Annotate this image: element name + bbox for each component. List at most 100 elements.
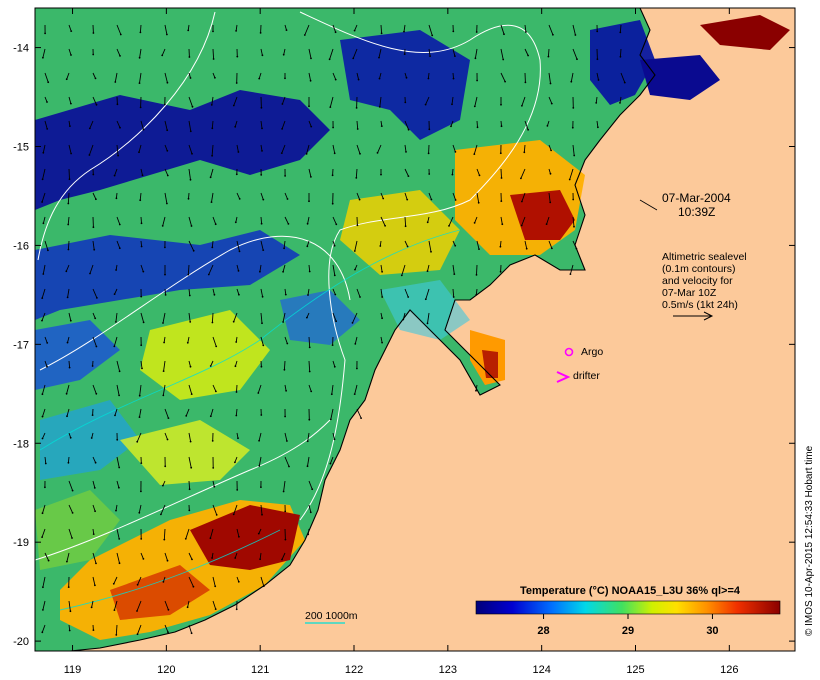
velocity-arrow-head bbox=[139, 106, 142, 109]
velocity-arrow bbox=[259, 552, 262, 560]
velocity-arrow-head bbox=[235, 608, 238, 611]
velocity-arrow-head bbox=[310, 125, 313, 128]
velocity-arrow bbox=[68, 600, 71, 612]
velocity-arrow-head bbox=[331, 202, 334, 205]
velocity-arrow bbox=[211, 240, 214, 248]
velocity-arrow-head bbox=[118, 370, 121, 373]
velocity-arrow bbox=[161, 48, 166, 56]
velocity-arrow-head bbox=[115, 197, 118, 200]
velocity-arrow bbox=[547, 48, 550, 57]
velocity-arrow-head bbox=[41, 178, 44, 181]
velocity-arrow-head bbox=[140, 245, 143, 248]
velocity-arrow-head bbox=[281, 103, 284, 105]
velocity-arrow-head bbox=[232, 513, 235, 516]
velocity-arrow-head bbox=[189, 440, 192, 443]
lat-tick-label: -15 bbox=[13, 141, 29, 153]
velocity-arrow-head bbox=[260, 174, 263, 176]
velocity-arrow bbox=[187, 600, 190, 608]
velocity-arrow-head bbox=[333, 438, 336, 441]
velocity-arrow-head bbox=[262, 344, 265, 347]
velocity-arrow-head bbox=[235, 173, 238, 176]
velocity-arrow bbox=[572, 144, 575, 156]
velocity-arrow bbox=[283, 360, 286, 370]
velocity-arrow bbox=[44, 456, 47, 464]
velocity-arrow bbox=[92, 192, 97, 200]
velocity-arrow-head bbox=[596, 30, 599, 33]
velocity-arrow bbox=[42, 216, 46, 224]
velocity-arrow bbox=[308, 336, 311, 348]
velocity-arrow bbox=[188, 432, 192, 442]
time-label: 10:39Z bbox=[678, 205, 715, 219]
velocity-arrow-head bbox=[502, 58, 505, 61]
velocity-arrow-head bbox=[309, 79, 312, 82]
velocity-arrow bbox=[257, 384, 262, 394]
velocity-arrow-head bbox=[41, 536, 43, 538]
velocity-arrow-head bbox=[451, 173, 454, 176]
velocity-arrow-head bbox=[453, 273, 456, 275]
velocity-arrow bbox=[188, 360, 191, 367]
velocity-arrow-head bbox=[136, 440, 139, 443]
velocity-arrow bbox=[356, 408, 362, 419]
velocity-arrow-head bbox=[235, 341, 238, 343]
velocity-arrow bbox=[380, 288, 383, 298]
velocity-arrow-head bbox=[162, 394, 165, 397]
velocity-arrow-head bbox=[47, 559, 50, 562]
velocity-arrow-head bbox=[261, 295, 264, 298]
velocity-arrow bbox=[67, 336, 70, 343]
velocity-arrow-head bbox=[94, 584, 96, 587]
velocity-arrow bbox=[329, 96, 334, 108]
velocity-arrow-head bbox=[287, 223, 290, 225]
velocity-arrow-head bbox=[284, 293, 287, 296]
velocity-arrow-head bbox=[187, 29, 190, 32]
velocity-arrow-head bbox=[44, 32, 46, 35]
velocity-arrow bbox=[164, 144, 168, 151]
velocity-arrow-head bbox=[547, 55, 550, 58]
lat-tick-label: -20 bbox=[13, 636, 29, 648]
velocity-arrow-head bbox=[574, 34, 577, 36]
velocity-arrow-head bbox=[67, 248, 70, 251]
velocity-arrow bbox=[140, 216, 142, 224]
velocity-arrow-head bbox=[305, 153, 308, 155]
velocity-arrow bbox=[330, 408, 334, 420]
velocity-arrow bbox=[212, 288, 215, 295]
velocity-arrow bbox=[404, 288, 409, 298]
velocity-arrow bbox=[332, 72, 337, 80]
velocity-arrow-head bbox=[44, 486, 46, 489]
velocity-arrow bbox=[236, 144, 239, 153]
velocity-arrow-head bbox=[572, 198, 575, 201]
velocity-arrow bbox=[500, 216, 503, 225]
velocity-arrow bbox=[116, 360, 121, 372]
isobath-label: 200 1000m bbox=[305, 610, 358, 622]
velocity-arrow-head bbox=[238, 250, 241, 253]
velocity-arrow-head bbox=[237, 151, 240, 153]
velocity-arrow-head bbox=[140, 295, 143, 298]
velocity-arrow-head bbox=[406, 198, 409, 201]
velocity-arrow bbox=[595, 96, 598, 103]
velocity-arrow-head bbox=[476, 79, 478, 82]
velocity-arrow-head bbox=[234, 221, 237, 224]
velocity-arrow-head bbox=[118, 562, 121, 565]
velocity-arrow bbox=[380, 264, 383, 272]
velocity-arrow-head bbox=[93, 248, 96, 251]
velocity-arrow bbox=[164, 120, 168, 131]
velocity-arrow bbox=[138, 144, 142, 153]
velocity-arrow-head bbox=[167, 608, 170, 611]
lon-tick-label: 126 bbox=[720, 664, 738, 676]
velocity-arrow bbox=[521, 192, 526, 202]
velocity-arrow bbox=[116, 384, 120, 396]
velocity-arrow bbox=[44, 120, 48, 130]
velocity-arrow-head bbox=[334, 78, 337, 81]
velocity-arrow bbox=[425, 288, 430, 300]
velocity-arrow-head bbox=[70, 54, 72, 56]
velocity-arrow bbox=[332, 432, 335, 440]
velocity-arrow-head bbox=[329, 418, 332, 421]
velocity-arrow bbox=[473, 144, 478, 155]
velocity-arrow bbox=[188, 552, 193, 560]
velocity-arrow-head bbox=[380, 32, 383, 35]
velocity-arrow-head bbox=[260, 222, 263, 225]
velocity-arrow-head bbox=[140, 462, 143, 464]
velocity-arrow bbox=[284, 432, 288, 442]
velocity-arrow bbox=[91, 600, 94, 608]
velocity-arrow-head bbox=[573, 154, 576, 157]
velocity-arrow bbox=[41, 288, 46, 299]
